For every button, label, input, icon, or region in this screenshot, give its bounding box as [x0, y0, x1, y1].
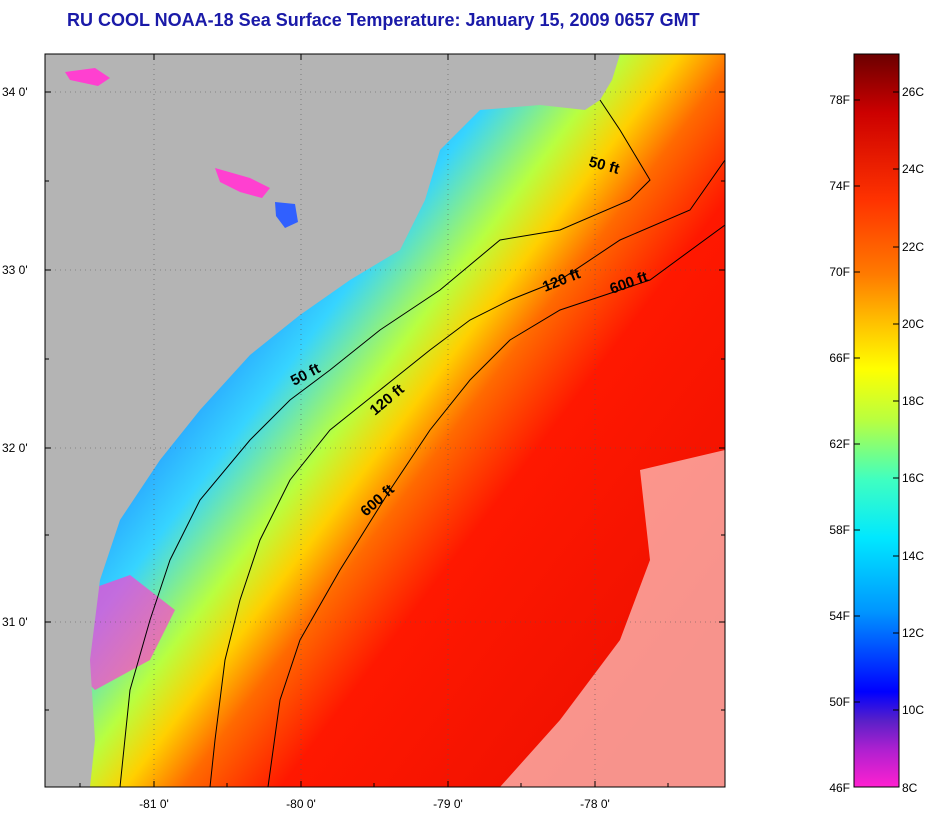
- colorbar-f-label: 70F: [829, 265, 850, 279]
- lon-tick-label: -80 0': [286, 797, 316, 811]
- colorbar-f-label: 46F: [829, 781, 850, 795]
- cloud-area: [500, 450, 725, 787]
- axis-ticks: [45, 54, 725, 787]
- contour-120ft: [209, 159, 725, 787]
- lat-tick-label: 33 0': [2, 263, 28, 277]
- colorbar-f-label: 62F: [829, 437, 850, 451]
- colorbar-f-label: 50F: [829, 695, 850, 709]
- colorbar-c-label: 8C: [902, 781, 918, 795]
- colorbar-c-label: 12C: [902, 626, 924, 640]
- colorbar-f-label: 54F: [829, 609, 850, 623]
- colorbar-c-label: 16C: [902, 471, 924, 485]
- colorbar-f-label: 58F: [829, 523, 850, 537]
- colorbar-c-label: 24C: [902, 162, 924, 176]
- inland-lake: [65, 68, 110, 86]
- colorbar: 78F 74F 70F 66F 62F 58F 54F 50F 46F 26C …: [829, 53, 924, 795]
- lon-tick-label: -81 0': [139, 797, 169, 811]
- colorbar-c-label: 22C: [902, 240, 924, 254]
- colorbar-f-label: 66F: [829, 351, 850, 365]
- colorbar-ticks: [854, 91, 899, 711]
- grid-lines: [45, 54, 725, 787]
- land-mass: [45, 54, 620, 787]
- map-title: RU COOL NOAA-18 Sea Surface Temperature:…: [67, 10, 700, 30]
- colorbar-f-label: 78F: [829, 93, 850, 107]
- colorbar-f-label: 74F: [829, 179, 850, 193]
- lon-tick-label: -78 0': [580, 797, 610, 811]
- map-frame: [44, 53, 726, 788]
- colorbar-c-label: 18C: [902, 394, 924, 408]
- map-area: 50 ft 120 ft 600 ft 50 ft 120 ft 600 ft: [45, 54, 725, 787]
- colorbar-c-label: 10C: [902, 703, 924, 717]
- colorbar-c-label: 14C: [902, 549, 924, 563]
- colorbar-c-label: 26C: [902, 85, 924, 99]
- inland-lake: [215, 168, 270, 198]
- lon-tick-label: -79 0': [433, 797, 463, 811]
- contour-600ft: [267, 224, 725, 787]
- contour-50ft: [119, 99, 651, 787]
- inland-lake: [275, 202, 298, 228]
- colorbar-c-label: 20C: [902, 317, 924, 331]
- lat-tick-label: 31 0': [2, 615, 28, 629]
- colorbar-gradient: [853, 53, 900, 788]
- lat-tick-label: 34 0': [2, 85, 28, 99]
- lat-tick-label: 32 0': [2, 441, 28, 455]
